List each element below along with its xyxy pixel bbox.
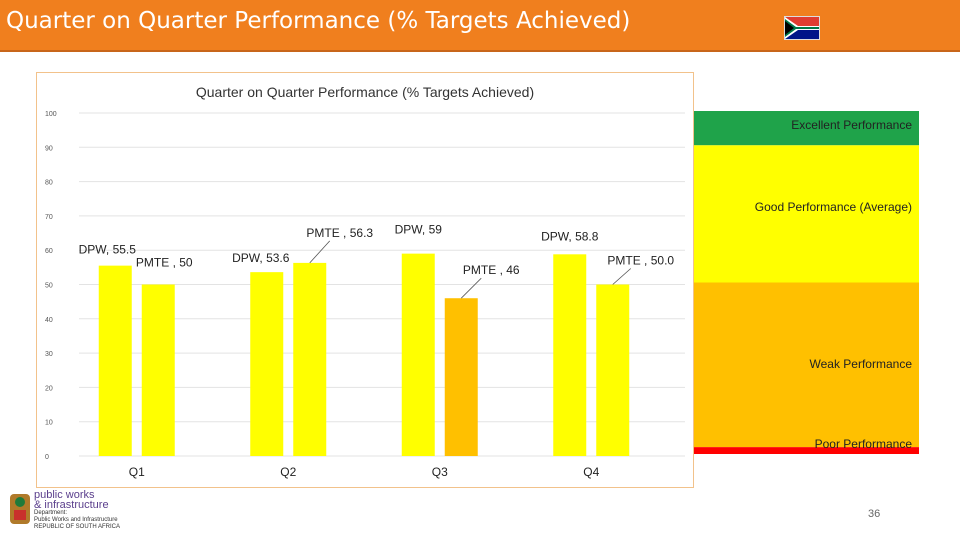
data-label-dpw-q3: DPW, 59: [395, 223, 443, 237]
bar-dpw-q1: [98, 265, 132, 456]
ytick-label-40: 40: [45, 317, 53, 324]
department-name: public works & infrastructure Department…: [34, 490, 120, 531]
category-label-q2: Q2: [280, 465, 296, 479]
south-africa-flag-icon: [784, 16, 820, 40]
category-label-q4: Q4: [583, 465, 599, 479]
data-label-dpw-q1: DPW, 55.5: [79, 243, 137, 257]
band-label-1: Good Performance (Average): [754, 200, 912, 215]
band-1: [692, 145, 919, 283]
bar-pmte-q1: [141, 284, 175, 456]
ytick-label-20: 20: [45, 385, 53, 392]
band-3: [692, 447, 919, 454]
band-label-2: Weak Performance: [809, 356, 913, 371]
bar-dpw-q2: [250, 272, 284, 456]
ytick-label-50: 50: [45, 283, 53, 290]
org-sub-3: REPUBLIC OF SOUTH AFRICA: [34, 524, 121, 530]
category-label-q3: Q3: [432, 465, 448, 479]
ytick-label-60: 60: [45, 248, 53, 255]
bar-pmte-q2: [293, 262, 327, 456]
bar-chart: Quarter on Quarter Performance (% Target…: [45, 84, 685, 479]
band-2: [692, 282, 919, 448]
ytick-label-10: 10: [45, 420, 53, 427]
leader-pmte-q2: [309, 240, 331, 264]
department-logo: [10, 494, 30, 524]
data-label-pmte-q2: PMTE , 56.3: [306, 226, 373, 240]
org-line-2: & infrastructure: [34, 499, 109, 511]
ytick-label-100: 100: [45, 111, 57, 118]
ytick-label-90: 90: [45, 145, 53, 152]
band-label-3: Poor Performance: [814, 437, 912, 452]
ytick-label-30: 30: [45, 351, 53, 358]
leader-pmte-q3: [460, 277, 482, 299]
bar-dpw-q3: [401, 253, 435, 456]
data-label-pmte-q1: PMTE , 50: [136, 256, 193, 270]
bar-pmte-q3: [444, 298, 478, 456]
leader-pmte-q4: [612, 268, 632, 285]
bar-dpw-q4: [553, 254, 587, 456]
data-label-pmte-q4: PMTE , 50.0: [607, 254, 674, 268]
ytick-label-80: 80: [45, 180, 53, 187]
data-label-pmte-q3: PMTE , 46: [463, 263, 520, 277]
page-title: Quarter on Quarter Performance (% Target…: [6, 8, 631, 34]
org-sub-1: Department:: [34, 510, 68, 516]
chart-title: Quarter on Quarter Performance (% Target…: [196, 84, 534, 100]
ytick-label-70: 70: [45, 214, 53, 221]
org-line-1: public works: [34, 489, 95, 501]
band-0: [692, 111, 919, 146]
band-label-0: Excellent Performance: [791, 118, 912, 133]
data-label-dpw-q4: DPW, 58.8: [541, 229, 599, 243]
data-label-dpw-q2: DPW, 53.6: [232, 251, 290, 265]
chart-frame: Quarter on Quarter Performance (% Target…: [36, 72, 694, 488]
ytick-label-0: 0: [45, 454, 49, 461]
page-number: 36: [868, 508, 881, 520]
category-label-q1: Q1: [129, 465, 145, 479]
bar-pmte-q4: [596, 284, 630, 456]
banner-divider: [0, 50, 960, 52]
org-sub-2: Public Works and Infrastructure: [34, 517, 118, 523]
